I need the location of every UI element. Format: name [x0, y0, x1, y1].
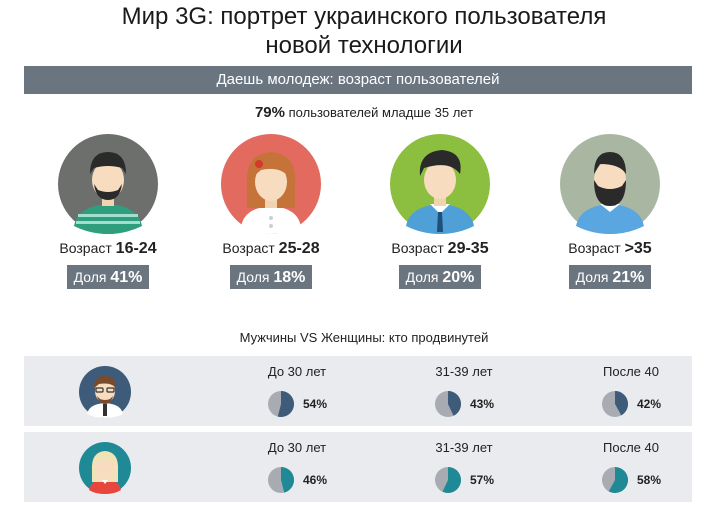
- age-range: >35: [624, 240, 652, 257]
- share-value: 41%: [110, 269, 143, 286]
- pie-slice: [281, 467, 294, 493]
- women-pie-chart: [602, 467, 628, 493]
- age-range-label: После 40: [603, 364, 659, 379]
- men-pie-chart: [602, 391, 628, 417]
- share-value: 20%: [442, 269, 475, 286]
- young-woman-red-hair-icon: [221, 134, 321, 234]
- man-with-tie-icon: [390, 134, 490, 234]
- summary-text: пользователей младше 35 лет: [288, 105, 474, 120]
- age-range: 29-35: [447, 240, 489, 257]
- percent-value: 58%: [637, 473, 662, 487]
- age-group-29-35: Возраст 29-35 Доля 20%: [375, 134, 505, 289]
- woman-blonde-icon: [79, 442, 131, 494]
- bearded-man-icon: [560, 134, 660, 234]
- share-badge: Доля 41%: [66, 265, 150, 289]
- share-badge: Доля 21%: [568, 265, 652, 289]
- age-group-16-24: Возраст 16-24 Доля 41%: [43, 134, 173, 289]
- page-title: Мир 3G: портрет украинского пользователя…: [0, 2, 728, 60]
- women-cell-31-39: 31-39 лет 57%: [414, 440, 534, 493]
- man-glasses-icon: [79, 366, 131, 418]
- percent-value: 42%: [637, 397, 662, 411]
- age-range-label: 31-39 лет: [435, 364, 493, 379]
- women-cell-over-40: После 40 58%: [581, 440, 701, 493]
- percent-value: 54%: [303, 397, 328, 411]
- women-cell-under-30: До 30 лет 46%: [247, 440, 367, 493]
- summary-line: 79% пользователей младше 35 лет: [0, 104, 728, 121]
- men-cell-31-39: 31-39 лет 43%: [414, 364, 534, 417]
- age-label: Возраст 16-24: [59, 240, 157, 257]
- age-group-35-plus: Возраст >35 Доля 21%: [545, 134, 675, 289]
- women-pie-chart: [435, 467, 461, 493]
- share-badge: Доля 20%: [398, 265, 482, 289]
- percent-value: 43%: [470, 397, 495, 411]
- age-label: Возраст 25-28: [222, 240, 320, 257]
- age-group-25-28: Возраст 25-28 Доля 18%: [206, 134, 336, 289]
- age-range: 25-28: [278, 240, 320, 257]
- men-cell-under-30: До 30 лет 54%: [247, 364, 367, 417]
- men-pie-chart: [435, 391, 461, 417]
- men-pie-chart: [268, 391, 294, 417]
- share-value: 18%: [273, 269, 306, 286]
- section-banner: Даешь молодеж: возраст пользователей: [24, 66, 692, 94]
- young-man-green-shirt-icon: [58, 134, 158, 234]
- men-vs-women-title: Мужчины VS Женщины: кто продвинутей: [239, 330, 489, 345]
- men-row: До 30 лет 54% 31-39 лет 43% После 40 42%: [24, 356, 692, 426]
- share-value: 21%: [612, 269, 645, 286]
- pie-slice: [615, 391, 628, 416]
- age-label: Возраст 29-35: [391, 240, 489, 257]
- pie-slice: [608, 467, 628, 493]
- title-line-1: Мир 3G: портрет украинского пользователя: [121, 3, 607, 30]
- age-range-label: 31-39 лет: [435, 440, 493, 455]
- age-range: 16-24: [115, 240, 157, 257]
- share-badge: Доля 18%: [229, 265, 313, 289]
- age-range-label: До 30 лет: [267, 364, 327, 379]
- age-range-label: До 30 лет: [267, 440, 327, 455]
- percent-value: 57%: [470, 473, 495, 487]
- age-label: Возраст >35: [568, 240, 652, 257]
- percent-value: 46%: [303, 473, 328, 487]
- pie-slice: [277, 391, 294, 417]
- summary-percent: 79%: [254, 104, 285, 121]
- women-pie-chart: [268, 467, 294, 493]
- title-line-2: новой технологии: [265, 32, 463, 59]
- pie-slice: [442, 467, 461, 493]
- age-range-label: После 40: [603, 440, 659, 455]
- women-row: До 30 лет 46% 31-39 лет 57% После 40 58%: [24, 432, 692, 502]
- pie-slice: [448, 391, 461, 416]
- men-cell-over-40: После 40 42%: [581, 364, 701, 417]
